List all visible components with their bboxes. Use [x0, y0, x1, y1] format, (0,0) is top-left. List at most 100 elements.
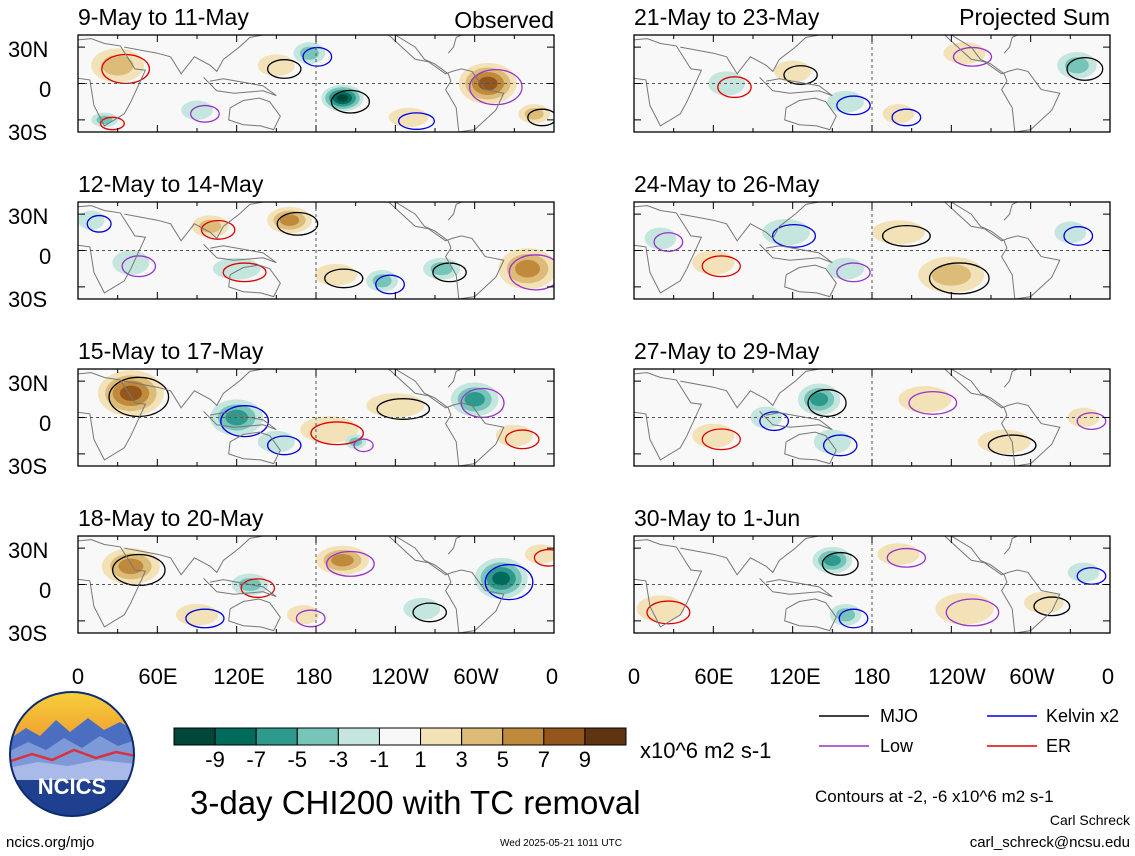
colorbar-swatch-1 [173, 727, 216, 746]
contour-8-1 [821, 551, 859, 576]
contour-5-5 [783, 65, 818, 85]
contour-7-3 [908, 390, 958, 415]
coastline-2-1 [78, 205, 147, 294]
contour-7-7 [1076, 412, 1107, 431]
x-tick-0-end: 0 [1101, 664, 1115, 689]
contour-1-3 [468, 68, 523, 106]
anomaly-blob-8-4 [636, 595, 685, 623]
anomaly-blob-8-3 [935, 592, 994, 625]
colorbar-label-3: 3 [455, 747, 468, 772]
y-tick-30s: 30S [8, 621, 48, 646]
y-tick-0: 0 [39, 77, 52, 102]
contour-5-3 [952, 46, 993, 67]
anomaly-blob-2-8 [212, 257, 261, 280]
coastline-7-4 [759, 411, 833, 431]
coastline-6-4 [759, 244, 833, 264]
anomaly-blob-2-2 [372, 274, 392, 288]
colorbar-label--7: -7 [246, 747, 266, 772]
anomaly-blob-1-2 [299, 46, 319, 60]
legend-mjo: MJO [880, 706, 918, 726]
panel-title-8: 30-May to 1-Jun [634, 505, 801, 531]
ncics-logo: NCICS [9, 691, 135, 817]
colorbar-label-9: 9 [578, 747, 592, 772]
author: Carl Schreck [1049, 812, 1130, 828]
panel-7 [633, 368, 1111, 467]
panel-title-4: 18-May to 20-May [78, 505, 264, 531]
contour-3-1 [108, 376, 170, 418]
x-tick-120e: 120E [769, 664, 821, 689]
anomaly-blob-7-1 [810, 392, 829, 407]
coastline-6-3 [784, 264, 837, 298]
contour-1-9 [527, 108, 554, 127]
x-tick-60w: 60W [1009, 664, 1055, 689]
anomaly-blob-5-6 [882, 104, 915, 124]
colorbar-swatch-8 [461, 727, 504, 746]
anomaly-blob-7-4 [692, 423, 735, 448]
anomaly-blob-6-5 [872, 220, 925, 245]
contour-4-3 [325, 550, 375, 577]
contour-2-4 [200, 219, 236, 240]
contour-1-2 [302, 46, 333, 67]
anomaly-blob-4-5 [403, 597, 441, 620]
coastline-3-6 [447, 369, 462, 388]
contour-5-2 [836, 95, 871, 116]
contour-7-1 [807, 388, 847, 417]
coastline-4-3 [228, 598, 281, 632]
legend-low: Low [880, 736, 914, 756]
x-tick-60w: 60W [453, 664, 499, 689]
panel-title-6: 24-May to 26-May [634, 171, 820, 197]
anomaly-blob-4-7 [286, 605, 319, 625]
logo-text: NCICS [38, 774, 106, 799]
x-tick-0: 0 [71, 664, 85, 689]
coastline-2-5 [388, 202, 505, 299]
colorbar-swatch-4 [296, 727, 339, 746]
contour-8-4 [646, 600, 691, 625]
contour-6-2 [771, 223, 817, 248]
anomaly-blob-2-5 [430, 262, 453, 276]
website: ncics.org/mjo [6, 834, 95, 851]
contour-1-1 [330, 89, 371, 114]
coastline-2-4 [203, 244, 277, 264]
anomaly-blob-2-6 [78, 210, 105, 230]
contour-7-6 [759, 411, 790, 432]
anomaly-blob-7-3 [898, 385, 952, 413]
anomaly-blob-3-4 [300, 416, 359, 443]
coastline-7-6 [1003, 369, 1018, 388]
coastline-1-4 [203, 77, 277, 97]
legend-kelvin: Kelvin x2 [1046, 706, 1120, 726]
colorbar-swatch-7 [420, 727, 463, 746]
anomaly-blob-8-2 [836, 608, 856, 622]
anomaly-blob-6-3 [827, 257, 865, 280]
contour-3-6 [266, 435, 302, 456]
contour-4-5 [412, 602, 448, 623]
colorbar-label-5: 5 [496, 747, 509, 772]
anomaly-blob-2-1 [279, 214, 300, 226]
contour-6-1 [928, 262, 990, 295]
contour-8-3 [945, 598, 1000, 627]
x-tick-60e: 60E [138, 664, 178, 689]
coastline-2-6 [447, 202, 462, 221]
anomaly-blob-2-3 [515, 259, 541, 278]
colorbar-label-1: 1 [414, 747, 427, 772]
colorbar-label-7: 7 [537, 747, 550, 772]
coastline-6-5 [944, 202, 1061, 299]
panel-3 [77, 368, 555, 467]
anomaly-blob-8-1 [823, 554, 841, 566]
colorbar-swatch-2 [214, 727, 257, 746]
x-tick-180: 180 [853, 664, 891, 689]
coastline-1-1 [78, 38, 147, 127]
coastline-8-1 [634, 539, 703, 628]
coastline-3-3 [228, 431, 281, 465]
anomaly-blob-1-5 [257, 54, 295, 77]
contour-1-7 [190, 104, 220, 123]
x-tick-0: 0 [627, 664, 641, 689]
coastline-6-6 [1003, 202, 1018, 221]
contour-6-3 [836, 262, 871, 283]
contour-2-6 [86, 214, 112, 233]
email: carl_schreck@ncsu.edu [969, 834, 1130, 851]
anomaly-blob-1-1 [336, 94, 349, 102]
colorbar-swatch-11 [584, 727, 627, 746]
colorbar-swatch-9 [502, 727, 545, 746]
x-tick-120w: 120W [928, 664, 986, 689]
y-tick-0: 0 [39, 244, 52, 269]
